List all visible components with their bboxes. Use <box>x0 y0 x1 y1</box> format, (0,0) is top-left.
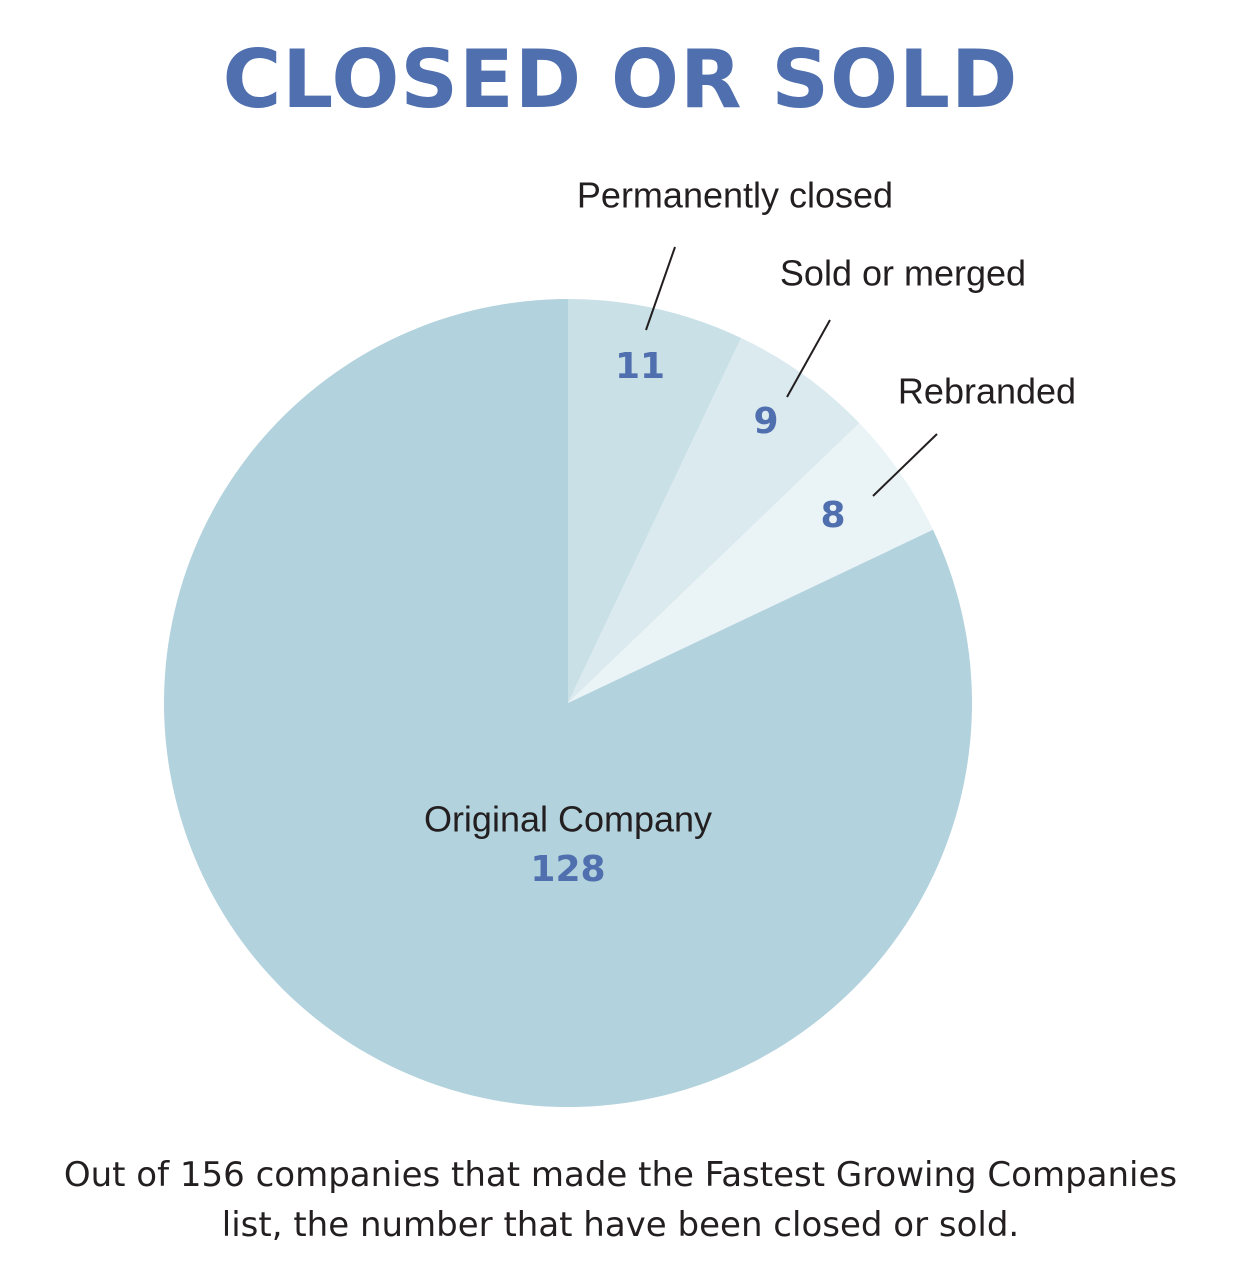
pie-slice-permanently-closed <box>568 299 742 703</box>
slice-label-rebranded: Rebranded <box>898 371 1076 412</box>
chart-caption: Out of 156 companies that made the Faste… <box>63 1155 1178 1245</box>
pie-chart: Permanently closed 11 Sold or merged 9 Rebra… <box>163 175 1076 1107</box>
slice-label-sold-or-merged: Sold or merged <box>780 253 1026 294</box>
leader-line-sold-or-merged <box>786 319 831 398</box>
leader-line-permanently-closed <box>645 246 676 331</box>
leader-line-rebranded <box>872 433 938 497</box>
slice-value-sold-or-merged: 9 <box>753 401 778 442</box>
slice-value-permanently-closed: 11 <box>615 346 665 387</box>
slice-value-rebranded: 8 <box>820 495 845 536</box>
pie-slice-original-company <box>163 299 972 1107</box>
pie-slice-sold-or-merged <box>568 338 860 703</box>
chart-title: CLOSED OR SOLD <box>222 33 1019 126</box>
slice-value-original-company: 128 <box>530 849 605 890</box>
slice-label-original-company: Original Company <box>424 799 712 840</box>
slice-label-permanently-closed: Permanently closed <box>577 175 893 216</box>
pie-slice-rebranded <box>568 423 933 703</box>
